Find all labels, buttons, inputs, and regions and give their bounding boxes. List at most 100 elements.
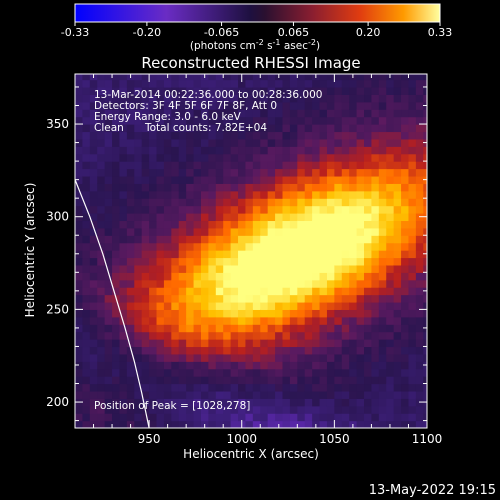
heatmap-cell — [104, 405, 113, 414]
heatmap-cell — [260, 94, 269, 103]
heatmap-cell — [267, 138, 276, 147]
heatmap-cell — [178, 79, 187, 88]
heatmap-cell — [304, 294, 313, 303]
heatmap-cell — [186, 74, 195, 81]
heatmap-cell — [223, 138, 232, 147]
heatmap-cell — [149, 220, 158, 229]
heatmap-cell — [134, 124, 143, 133]
heatmap-cell — [178, 346, 187, 355]
heatmap-cell — [349, 190, 358, 199]
heatmap-cell — [349, 116, 358, 125]
heatmap-cell — [401, 257, 410, 266]
heatmap-cell — [134, 220, 143, 229]
heatmap-cell — [104, 235, 113, 244]
heatmap-cell — [341, 74, 350, 81]
heatmap-cell — [75, 361, 84, 370]
heatmap-cell — [297, 264, 306, 273]
heatmap-cell — [156, 420, 165, 428]
heatmap-cell — [230, 353, 239, 362]
heatmap-cell — [386, 86, 395, 95]
heatmap-cell — [364, 398, 373, 407]
heatmap-cell — [245, 339, 254, 348]
heatmap-cell — [171, 131, 180, 140]
heatmap-cell — [408, 309, 417, 318]
heatmap-cell — [326, 183, 335, 192]
heatmap-cell — [401, 368, 410, 377]
heatmap-cell — [371, 331, 380, 340]
heatmap-cell — [119, 86, 128, 95]
heatmap-cell — [364, 346, 373, 355]
heatmap-cell — [178, 301, 187, 310]
heatmap-cell — [126, 116, 135, 125]
heatmap-cell — [215, 74, 224, 81]
heatmap-cell — [378, 250, 387, 259]
heatmap-cell — [349, 279, 358, 288]
heatmap-cell — [178, 324, 187, 333]
heatmap-cell — [393, 79, 402, 88]
heatmap-cell — [238, 205, 247, 214]
heatmap-cell — [119, 138, 128, 147]
heatmap-cell — [371, 175, 380, 184]
heatmap-cell — [356, 235, 365, 244]
heatmap-cell — [89, 235, 98, 244]
heatmap-cell — [393, 101, 402, 110]
heatmap-cell — [415, 74, 424, 81]
heatmap-cell — [163, 220, 172, 229]
heatmap-cell — [364, 79, 373, 88]
heatmap-cell — [156, 94, 165, 103]
heatmap-cell — [275, 138, 284, 147]
heatmap-cell — [141, 383, 150, 392]
heatmap-cell — [178, 383, 187, 392]
heatmap-cell — [289, 131, 298, 140]
heatmap-cell — [252, 405, 261, 414]
heatmap-cell — [297, 287, 306, 296]
heatmap-cell — [356, 272, 365, 281]
heatmap-cell — [119, 390, 128, 399]
heatmap-cell — [401, 339, 410, 348]
heatmap-cell — [289, 94, 298, 103]
heatmap-cell — [304, 287, 313, 296]
heatmap-cell — [319, 272, 328, 281]
heatmap-cell — [326, 86, 335, 95]
heatmap-cell — [208, 309, 217, 318]
heatmap-cell — [393, 339, 402, 348]
heatmap-cell — [75, 124, 84, 133]
heatmap-cell — [171, 205, 180, 214]
heatmap-cell — [415, 346, 424, 355]
heatmap-cell — [193, 398, 202, 407]
heatmap-cell — [112, 175, 121, 184]
heatmap-cell — [378, 94, 387, 103]
x-tick-label: 1000 — [226, 432, 257, 446]
heatmap-cell — [171, 287, 180, 296]
heatmap-cell — [334, 324, 343, 333]
heatmap-cell — [289, 168, 298, 177]
heatmap-cell — [89, 109, 98, 118]
heatmap-cell — [126, 175, 135, 184]
heatmap-cell — [149, 146, 158, 155]
heatmap-cell — [371, 405, 380, 414]
heatmap-cell — [112, 101, 121, 110]
heatmap-cell — [423, 116, 427, 125]
heatmap-cell — [349, 235, 358, 244]
heatmap-cell — [282, 309, 291, 318]
heatmap-cell — [171, 168, 180, 177]
heatmap-cell — [297, 376, 306, 385]
heatmap-cell — [356, 361, 365, 370]
heatmap-cell — [156, 398, 165, 407]
heatmap-cell — [245, 220, 254, 229]
heatmap-cell — [238, 368, 247, 377]
heatmap-cell — [371, 109, 380, 118]
heatmap-cell — [356, 146, 365, 155]
heatmap-cell — [82, 301, 91, 310]
heatmap-cell — [386, 331, 395, 340]
heatmap-cell — [200, 316, 209, 325]
heatmap-cell — [341, 413, 350, 422]
heatmap-cell — [193, 405, 202, 414]
heatmap-cell — [156, 161, 165, 170]
heatmap-cell — [267, 331, 276, 340]
heatmap-cell — [415, 190, 424, 199]
heatmap-cell — [282, 175, 291, 184]
heatmap-cell — [252, 353, 261, 362]
heatmap-cell — [186, 420, 195, 428]
heatmap-cell — [297, 339, 306, 348]
